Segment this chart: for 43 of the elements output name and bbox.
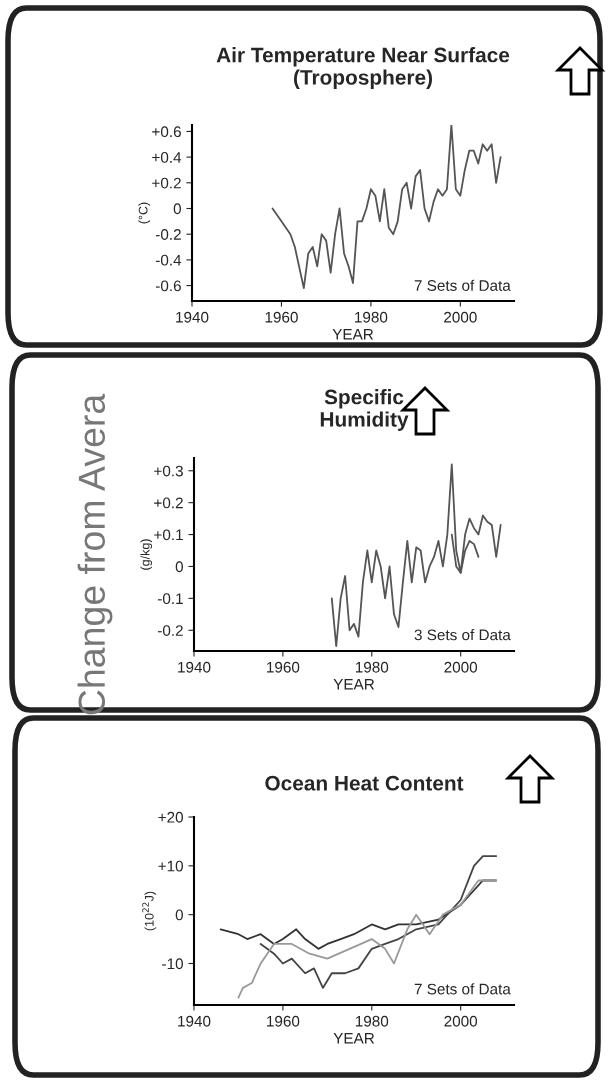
x-tick-label: 1960	[267, 661, 300, 673]
y-axis-title: (°C)	[138, 202, 151, 224]
y-tick-label: 0	[175, 561, 183, 573]
y-tick-label: +0.6	[152, 126, 181, 138]
x-tick-label: 1940	[176, 311, 209, 323]
x-tick-label: 2000	[444, 661, 478, 673]
x-tick-label: 2000	[444, 1015, 478, 1027]
x-tick-label: 1980	[355, 1015, 389, 1027]
x-tick-label: 1980	[355, 661, 389, 673]
annotation: 7 Sets of Data	[414, 279, 511, 291]
annotation: 3 Sets of Data	[414, 629, 511, 641]
x-tick-label: 1940	[178, 661, 211, 673]
text: Change from Avera	[77, 393, 113, 715]
y-tick-label: +0.3	[154, 465, 183, 477]
y-tick-label: -0.6	[155, 280, 181, 292]
y-tick-label: +10	[158, 860, 183, 872]
x-tick-label: 2000	[444, 311, 477, 323]
y-tick-label: -0.4	[155, 254, 182, 266]
y-tick-label: +0.2	[152, 177, 181, 189]
x-axis-title: YEAR	[333, 679, 375, 690]
x-tick-label: 1940	[178, 1015, 211, 1027]
y-axis-title: (10$^{22}$J)	[142, 891, 157, 931]
line-series	[450, 533, 480, 574]
y-tick-label: -0.2	[157, 625, 183, 636]
x-tick-label: 1980	[355, 311, 388, 323]
y-tick-label: +0.4	[152, 151, 182, 163]
y-tick-label: +20	[158, 811, 183, 823]
chart-title: Specific Humidity	[320, 389, 409, 431]
chart-title: Air Temperature Near Surface (Troposphere)	[216, 47, 510, 89]
y-tick-label: -10	[162, 958, 183, 970]
y-axis-title: (g/kg)	[140, 539, 153, 570]
y-tick-label: 0	[175, 909, 183, 921]
x-tick-label: 1960	[267, 1015, 300, 1027]
y-tick-label: -0.1	[157, 593, 183, 605]
annotation: 7 Sets of Data	[414, 983, 511, 995]
y-tick-label: +0.2	[154, 497, 183, 509]
y-tick-label: -0.2	[155, 229, 181, 240]
y-tick-label: 0	[173, 203, 181, 215]
x-tick-label: 1960	[265, 311, 298, 323]
x-axis-title: YEAR	[333, 1033, 375, 1044]
x-axis-title: YEAR	[332, 329, 374, 340]
y-tick-label: +0.1	[154, 529, 183, 541]
chart-title: Ocean Heat Content	[265, 775, 464, 791]
